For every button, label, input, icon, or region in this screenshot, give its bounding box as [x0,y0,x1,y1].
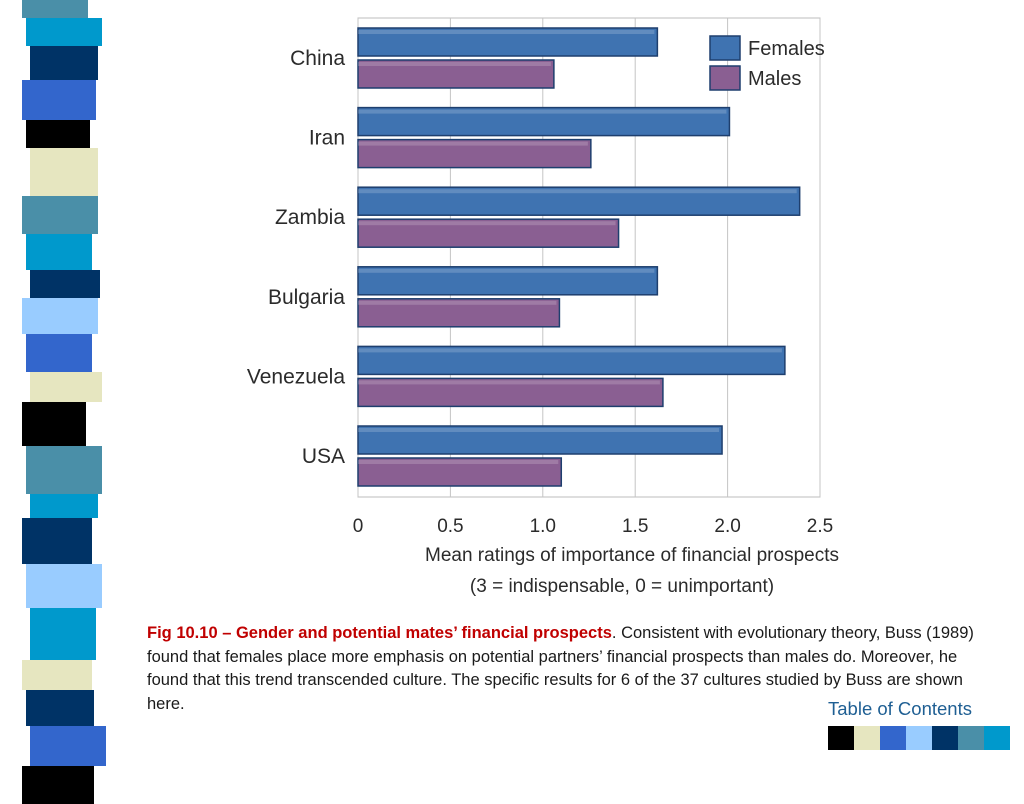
bar-highlight [358,62,551,66]
bar-highlight [358,141,588,146]
category-label: Bulgaria [268,286,345,309]
category-labels: China Iran Zambia Bulgaria Venezuela USA [247,47,345,468]
stripe-block [26,18,102,46]
stripe-block [26,334,92,372]
stripe-block [26,120,90,148]
x-axis-sublabel: (3 = indispensable, 0 = unimportant) [470,576,774,597]
stripe-block [30,372,102,402]
x-tick-label: 2.0 [714,516,740,537]
caption-title-period: . [611,624,617,642]
color-square [958,726,984,750]
stripe-block [26,446,102,494]
stripe-block [22,80,96,120]
bar-highlight [358,30,655,34]
stripe-block [22,196,98,234]
bar-males [357,138,592,169]
bar-females [357,425,723,455]
bar-males [357,59,555,89]
x-tick-label: 1.5 [622,516,648,537]
legend-label: Females [748,38,825,60]
bar-females [357,27,659,57]
stripe-block [30,726,106,766]
x-tick-label: 0 [353,516,364,537]
stripe-block [30,148,98,196]
x-tick-label: 2.5 [807,516,833,537]
bar-highlight [358,348,782,353]
caption-title: Fig 10.10 – Gender and potential mates’ … [147,624,612,642]
x-tick-label: 1.0 [530,516,556,537]
caption-body: Consistent with evolutionary theory, Bus… [147,624,974,713]
bar-males [357,298,561,328]
category-label: China [290,47,345,70]
x-tick-label: 0.5 [437,516,463,537]
bar-chart: China Iran Zambia Bulgaria Venezuela USA 0 0.5… [247,17,839,597]
bar-females [357,345,786,376]
figure-caption: Fig 10.10 – Gender and potential mates’ … [147,622,977,716]
category-label: Venezuela [247,365,345,388]
stripe-block [22,402,86,446]
bar-highlight [358,221,616,226]
bar-females [357,106,731,137]
bar-highlight [358,109,727,114]
stripe-block [30,608,96,660]
stripe-block [22,660,92,690]
stripe-block [22,298,98,334]
color-square [854,726,880,750]
bar-highlight [358,300,557,305]
color-square [984,726,1010,750]
color-square [906,726,932,750]
bar-males [357,218,620,248]
bar-highlight [358,189,797,194]
bar-males [357,377,664,408]
stripe-block [30,46,98,80]
color-square [880,726,906,750]
stripe-block [30,270,100,298]
legend-label: Males [748,68,801,90]
bar-females [357,186,801,216]
bar-highlight [358,428,720,432]
stripe-block [26,690,94,726]
category-label: Iran [309,127,345,150]
gridlines [357,17,821,498]
color-square [932,726,958,750]
stripe-block [26,564,102,608]
stripe-block [22,0,88,18]
stripe-block [22,518,92,564]
color-square [828,726,854,750]
bar-highlight [358,268,655,273]
legend-swatch [709,35,741,61]
table-of-contents-link[interactable]: Table of Contents [828,698,972,719]
category-label: USA [302,445,345,468]
decorative-stripe-border [0,0,118,804]
bar-highlight [358,460,559,464]
bar-highlight [358,380,660,385]
x-axis-ticks: 0 0.5 1.0 1.5 2.0 2.5 [353,516,834,537]
stripe-block [30,494,98,518]
x-axis-label: Mean ratings of importance of financial … [425,545,839,566]
stripe-block [22,766,94,804]
legend-swatch [709,65,741,91]
bars [357,27,801,487]
bar-males [357,457,563,487]
legend: Females Males [709,35,825,91]
color-squares-decoration [828,726,1010,750]
bar-females [357,266,659,296]
category-label: Zambia [275,206,345,229]
stripe-block [26,234,92,270]
